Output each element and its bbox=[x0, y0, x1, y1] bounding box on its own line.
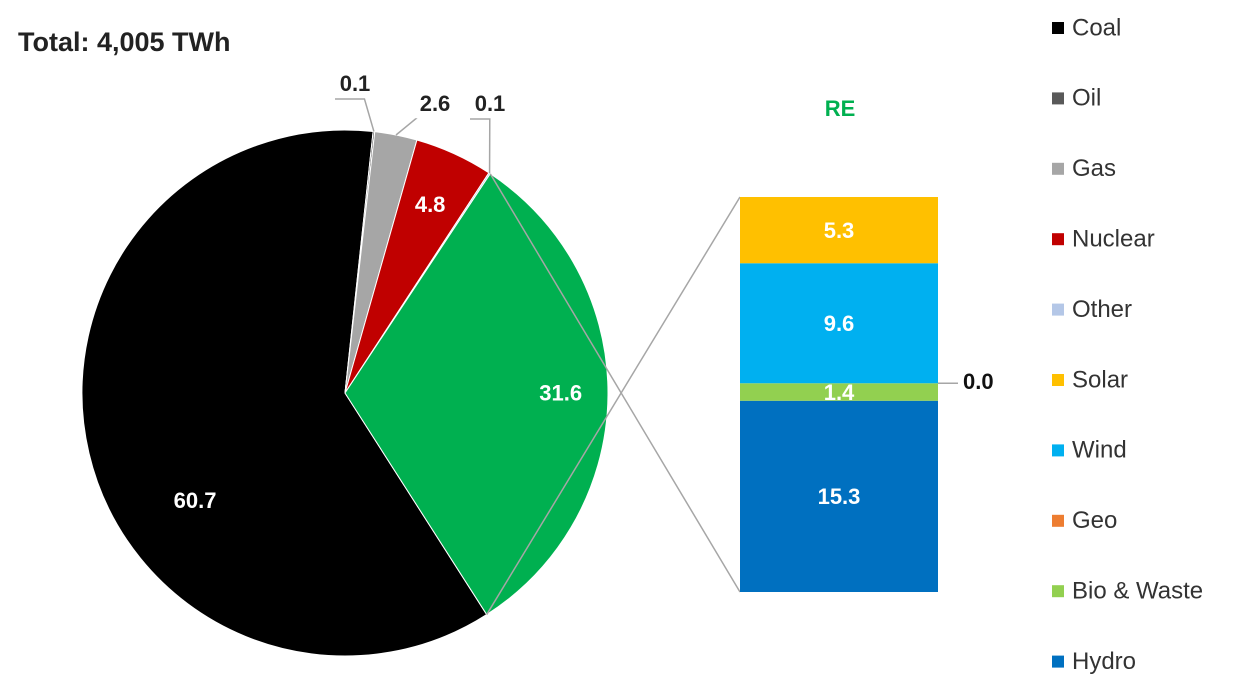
legend-label: Oil bbox=[1072, 85, 1101, 112]
legend-label: Nuclear bbox=[1072, 226, 1155, 253]
bar-title: RE bbox=[825, 96, 856, 121]
pie-slice bbox=[344, 173, 609, 616]
leader-line bbox=[335, 98, 375, 132]
slice-label: 2.6 bbox=[420, 91, 451, 116]
leader-line bbox=[395, 118, 418, 136]
bar-label: 0.0 bbox=[963, 369, 994, 394]
bar-label: 5.3 bbox=[824, 218, 855, 243]
connector-line bbox=[486, 196, 741, 615]
legend-label: Coal bbox=[1072, 14, 1121, 41]
slice-label: 60.7 bbox=[174, 488, 217, 513]
bar-label: 15.3 bbox=[818, 484, 861, 509]
legend-swatch bbox=[1052, 655, 1064, 668]
bar-segment bbox=[740, 263, 938, 384]
bar-segment bbox=[740, 197, 938, 264]
slice-label: 0.1 bbox=[475, 91, 506, 116]
leader-line bbox=[470, 118, 491, 174]
legend-swatch bbox=[1052, 233, 1064, 246]
legend-swatch bbox=[1052, 585, 1064, 598]
legend-swatch bbox=[1052, 92, 1064, 105]
legend-label: Solar bbox=[1072, 366, 1128, 393]
bar-label: 9.6 bbox=[824, 311, 855, 336]
chart-title: Total: 4,005 TWh bbox=[18, 27, 231, 57]
bar-label: 1.4 bbox=[824, 380, 855, 405]
legend-label: Hydro bbox=[1072, 648, 1136, 675]
bar-segment bbox=[740, 400, 938, 592]
legend-swatch bbox=[1052, 162, 1064, 175]
legend-swatch bbox=[1052, 444, 1064, 457]
slice-label: 31.6 bbox=[539, 381, 582, 406]
bar-segment bbox=[740, 383, 938, 401]
legend-label: Other bbox=[1072, 296, 1132, 323]
pie-slice bbox=[81, 129, 488, 657]
legend-swatch bbox=[1052, 514, 1064, 527]
slice-label: 0.1 bbox=[340, 71, 371, 96]
connector-line bbox=[489, 173, 741, 593]
legend-label: Geo bbox=[1072, 507, 1117, 534]
legend-swatch bbox=[1052, 303, 1064, 316]
legend-swatch bbox=[1052, 22, 1064, 34]
legend-label: Wind bbox=[1072, 437, 1127, 464]
legend-label: Bio & Waste bbox=[1072, 578, 1203, 605]
legend-swatch bbox=[1052, 374, 1064, 386]
legend-label: Gas bbox=[1072, 155, 1116, 182]
slice-label: 4.8 bbox=[415, 192, 446, 217]
